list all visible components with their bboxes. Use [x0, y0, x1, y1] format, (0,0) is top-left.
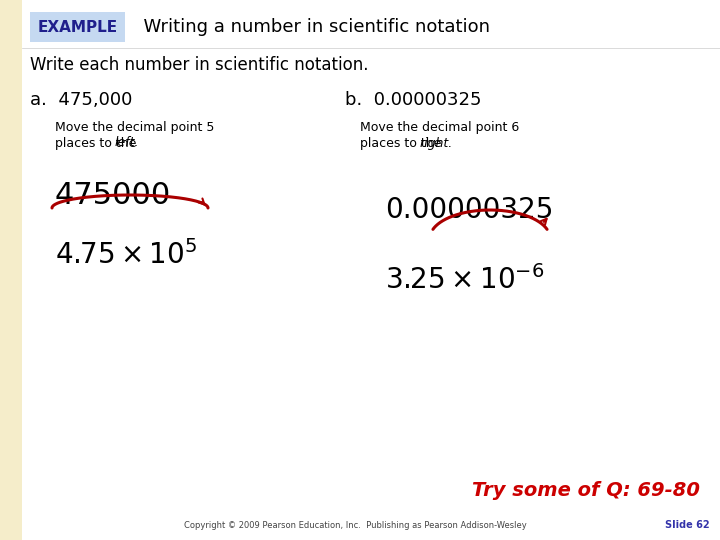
Text: 475000: 475000 — [55, 180, 171, 210]
Text: Write each number in scientific notation.: Write each number in scientific notation… — [30, 56, 369, 74]
Text: Move the decimal point 5: Move the decimal point 5 — [55, 122, 215, 134]
Text: Slide 62: Slide 62 — [665, 520, 710, 530]
Text: places to the: places to the — [55, 137, 140, 150]
Text: Copyright © 2009 Pearson Education, Inc.  Publishing as Pearson Addison-Wesley: Copyright © 2009 Pearson Education, Inc.… — [184, 521, 526, 530]
Text: EXAMPLE: EXAMPLE — [37, 19, 117, 35]
Text: right.: right. — [420, 137, 454, 150]
Bar — [0, 0, 22, 540]
Text: b.  0.00000325: b. 0.00000325 — [345, 91, 482, 109]
Text: Move the decimal point 6: Move the decimal point 6 — [360, 122, 519, 134]
Text: a.  475,000: a. 475,000 — [30, 91, 132, 109]
Text: $4.75\times10^{5}$: $4.75\times10^{5}$ — [55, 240, 197, 270]
Text: $3.25\times10^{-6}$: $3.25\times10^{-6}$ — [385, 265, 544, 295]
Text: places to the: places to the — [360, 137, 446, 150]
Text: Writing a number in scientific notation: Writing a number in scientific notation — [132, 18, 490, 36]
Text: Try some of Q: 69-80: Try some of Q: 69-80 — [472, 481, 700, 500]
FancyBboxPatch shape — [30, 12, 125, 42]
Text: left.: left. — [115, 137, 140, 150]
Text: 0.00000325: 0.00000325 — [385, 196, 554, 224]
